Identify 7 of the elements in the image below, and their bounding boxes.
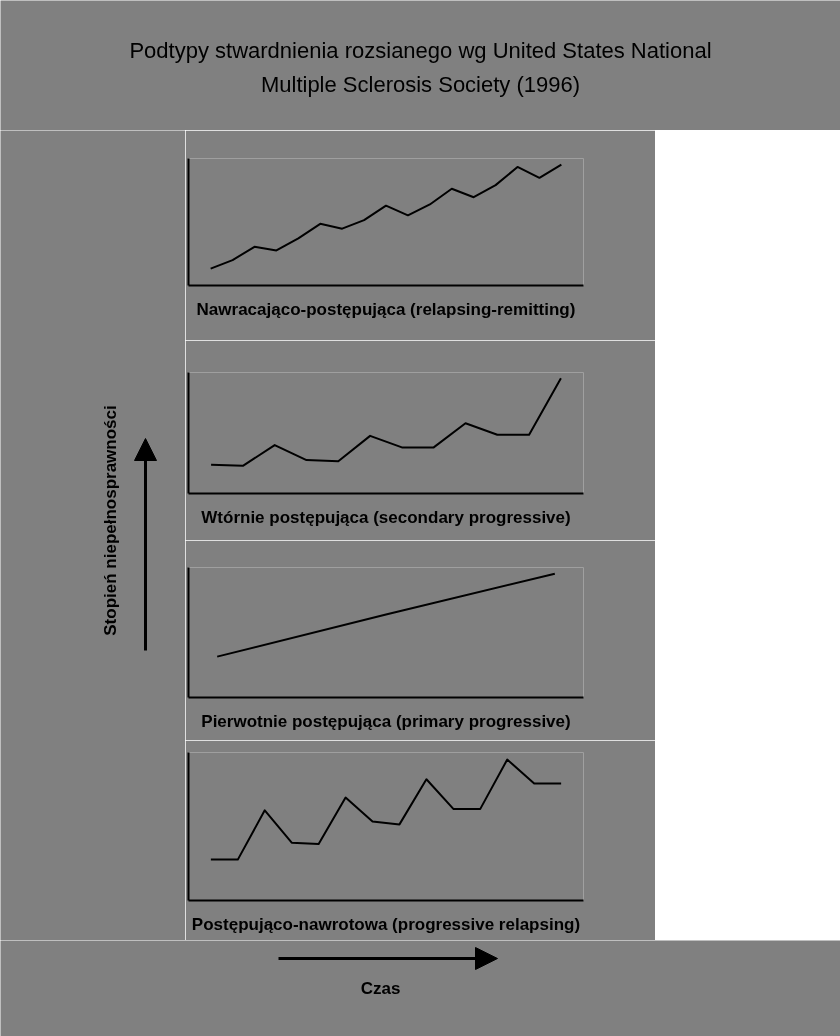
x-axis-title: Wtórnie postępująca (secondary progressive) xyxy=(201,507,571,527)
y-axis-title: Stopień niepełnosprawności xyxy=(101,405,120,636)
chart-title: Podtypy stwardnienia rozsianego wg United States National Multiple Sclerosis Society (1996) xyxy=(129,38,712,97)
x-axis-title: Nawracająco-postępująca (relapsing-remitting) xyxy=(196,299,576,319)
x-axis-title: Pierwotnie postępująca (primary progressive) xyxy=(201,711,571,731)
x-axis-title: Postępująco-nawrotowa (progressive relapsing) xyxy=(191,914,581,934)
text: Czas xyxy=(360,979,401,998)
